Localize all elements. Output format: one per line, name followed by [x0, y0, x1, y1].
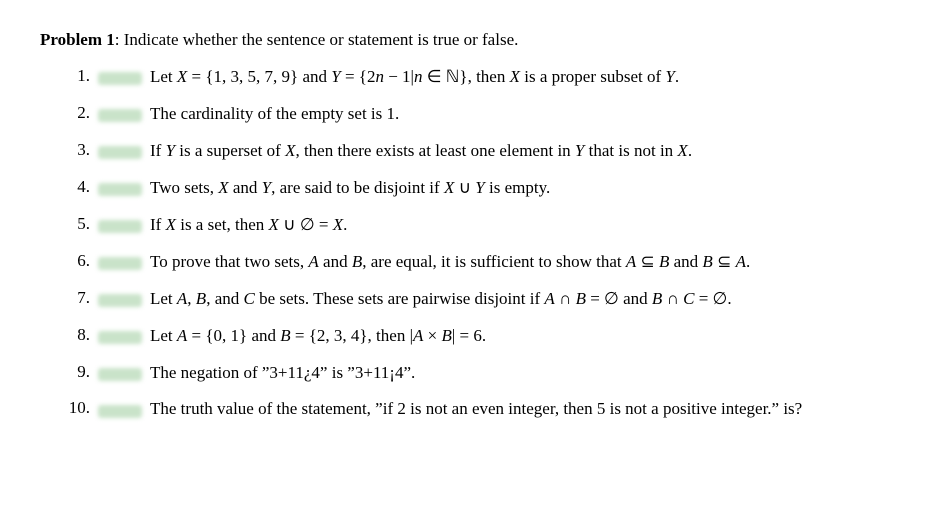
- list-item: 9. The negation of ”3+11¿4” is ”3+11¡4”.: [64, 362, 903, 385]
- item-statement: Let X = {1, 3, 5, 7, 9} and Y = {2n − 1|…: [150, 66, 903, 89]
- answer-blank-wrap: [98, 288, 142, 308]
- item-statement: The negation of ”3+11¿4” is ”3+11¡4”.: [150, 362, 903, 385]
- list-item: 5. If X is a set, then X ∪ ∅ = X.: [64, 214, 903, 237]
- item-number: 9.: [64, 362, 90, 382]
- item-number: 3.: [64, 140, 90, 160]
- answer-blank[interactable]: [98, 331, 142, 344]
- item-number: 4.: [64, 177, 90, 197]
- answer-blank-wrap: [98, 398, 142, 418]
- answer-blank-wrap: [98, 214, 142, 234]
- list-item: 1. Let X = {1, 3, 5, 7, 9} and Y = {2n − …: [64, 66, 903, 89]
- item-statement: If Y is a superset of X, then there exis…: [150, 140, 903, 163]
- list-item: 3. If Y is a superset of X, then there ex…: [64, 140, 903, 163]
- item-number: 6.: [64, 251, 90, 271]
- item-statement: The truth value of the statement, ”if 2 …: [150, 398, 903, 421]
- answer-blank[interactable]: [98, 405, 142, 418]
- item-statement: Let A, B, and C be sets. These sets are …: [150, 288, 903, 311]
- answer-blank[interactable]: [98, 220, 142, 233]
- item-list: 1. Let X = {1, 3, 5, 7, 9} and Y = {2n − …: [64, 66, 903, 421]
- item-statement: Let A = {0, 1} and B = {2, 3, 4}, then |…: [150, 325, 903, 348]
- item-statement: To prove that two sets, A and B, are equ…: [150, 251, 903, 274]
- answer-blank[interactable]: [98, 146, 142, 159]
- answer-blank-wrap: [98, 362, 142, 382]
- item-statement: If X is a set, then X ∪ ∅ = X.: [150, 214, 903, 237]
- problem-instruction: Indicate whether the sentence or stateme…: [124, 30, 519, 49]
- list-item: 6. To prove that two sets, A and B, are e…: [64, 251, 903, 274]
- list-item: 4. Two sets, X and Y, are said to be disj…: [64, 177, 903, 200]
- answer-blank[interactable]: [98, 183, 142, 196]
- answer-blank-wrap: [98, 177, 142, 197]
- item-number: 2.: [64, 103, 90, 123]
- problem-header: Problem 1: Indicate whether the sentence…: [40, 30, 903, 50]
- item-number: 8.: [64, 325, 90, 345]
- answer-blank[interactable]: [98, 294, 142, 307]
- item-number: 5.: [64, 214, 90, 234]
- answer-blank[interactable]: [98, 368, 142, 381]
- item-number: 10.: [64, 398, 90, 418]
- list-item: 8. Let A = {0, 1} and B = {2, 3, 4}, then…: [64, 325, 903, 348]
- item-number: 1.: [64, 66, 90, 86]
- list-item: 10. The truth value of the statement, ”if…: [64, 398, 903, 421]
- problem-separator: :: [115, 30, 120, 49]
- answer-blank-wrap: [98, 103, 142, 123]
- item-number: 7.: [64, 288, 90, 308]
- answer-blank[interactable]: [98, 72, 142, 85]
- list-item: 2. The cardinality of the empty set is 1.: [64, 103, 903, 126]
- problem-label: Problem 1: [40, 30, 115, 49]
- answer-blank-wrap: [98, 251, 142, 271]
- answer-blank[interactable]: [98, 109, 142, 122]
- answer-blank-wrap: [98, 66, 142, 86]
- answer-blank-wrap: [98, 325, 142, 345]
- list-item: 7. Let A, B, and C be sets. These sets ar…: [64, 288, 903, 311]
- item-statement: The cardinality of the empty set is 1.: [150, 103, 903, 126]
- answer-blank[interactable]: [98, 257, 142, 270]
- answer-blank-wrap: [98, 140, 142, 160]
- item-statement: Two sets, X and Y, are said to be disjoi…: [150, 177, 903, 200]
